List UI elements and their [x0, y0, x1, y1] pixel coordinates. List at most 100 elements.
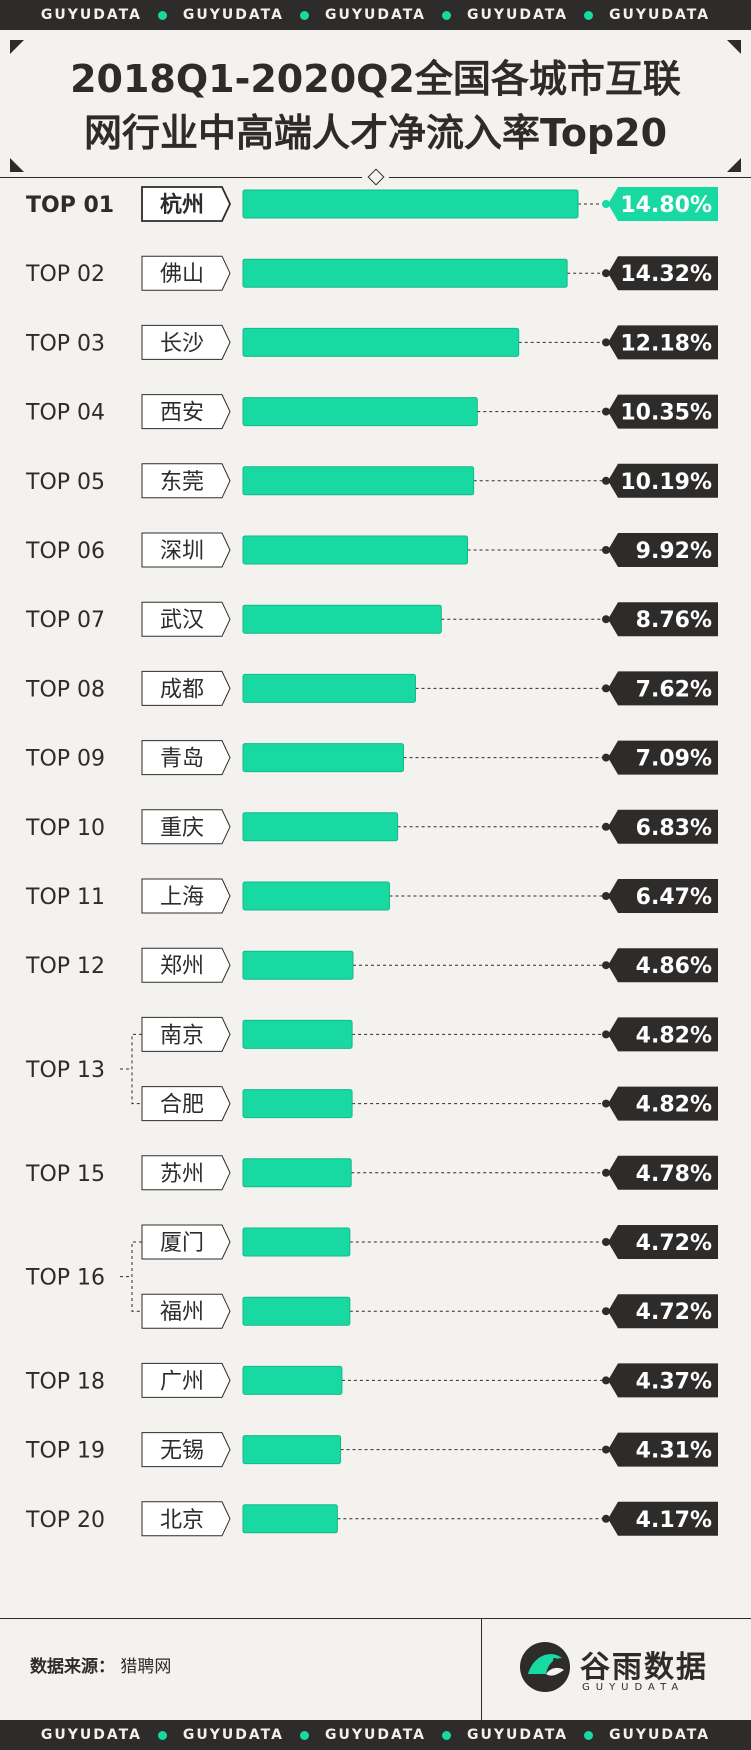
footer-vertical-divider — [481, 1618, 482, 1720]
rank-label: TOP 03 — [25, 331, 105, 356]
city-tag — [141, 186, 231, 222]
value-tag — [608, 809, 718, 844]
ticker-item: GUYUDATA — [40, 1727, 142, 1743]
bar — [242, 604, 442, 634]
city-tag — [141, 1432, 231, 1468]
city-tag — [141, 809, 231, 845]
city-tag — [141, 878, 231, 914]
rank-label: TOP 15 — [25, 1162, 105, 1187]
city-label: 东莞 — [160, 470, 204, 495]
bar — [242, 397, 478, 427]
logo-text: 谷雨数据 — [580, 1650, 708, 1685]
data-source: 数据来源： 猎聘网 — [30, 1652, 171, 1677]
connector-dot — [602, 407, 610, 416]
logo-subtext: GUYUDATA — [582, 1682, 685, 1693]
bottom-ticker: GUYUDATA GUYUDATA GUYUDATA GUYUDATA GUYU… — [0, 1720, 751, 1750]
value-label: 9.92% — [636, 539, 712, 564]
value-tag — [608, 533, 718, 567]
value-tag — [608, 187, 718, 221]
bar — [242, 1504, 338, 1534]
bar — [242, 1089, 353, 1119]
city-tag — [141, 1155, 231, 1191]
value-tag — [608, 325, 718, 360]
bar — [242, 1158, 352, 1188]
value-tag — [608, 256, 718, 291]
bar — [242, 327, 520, 357]
rank-label: TOP 18 — [25, 1369, 105, 1394]
source-value: 猎聘网 — [120, 1657, 172, 1677]
connector-dot — [602, 1307, 610, 1316]
title-divider-left — [0, 177, 362, 178]
ticker-dot — [584, 10, 594, 20]
city-label: 郑州 — [160, 954, 204, 979]
chart-title: 2018Q1-2020Q2全国各城市互联 网行业中高端人才净流入率Top20 — [0, 52, 751, 160]
city-label: 厦门 — [160, 1231, 204, 1256]
connector-dot — [602, 1238, 610, 1246]
corner-mark — [10, 158, 24, 172]
ticker-item: GUYUDATA — [182, 1727, 284, 1743]
brand-logo: 谷雨数据 GUYUDATA — [518, 1640, 728, 1700]
rank-label: TOP 04 — [25, 401, 105, 426]
value-tag — [608, 671, 718, 706]
bar — [242, 258, 568, 288]
rank-label: TOP 08 — [25, 677, 105, 702]
bar — [242, 743, 404, 773]
connector-dot — [602, 1030, 610, 1039]
ticker-item: GUYUDATA — [324, 7, 427, 23]
rank-label: TOP 01 — [26, 193, 114, 218]
city-tag — [141, 324, 231, 360]
value-tag — [608, 1501, 718, 1536]
rank-label: TOP 11 — [25, 885, 105, 910]
bar — [242, 1435, 342, 1465]
value-label: 4.72% — [636, 1300, 712, 1325]
tie-bracket — [120, 1241, 142, 1312]
city-tag — [141, 1016, 231, 1052]
city-tag — [141, 740, 231, 776]
title-divider-right — [389, 177, 751, 178]
city-tag — [141, 947, 231, 983]
city-label: 西安 — [160, 401, 204, 426]
value-label: 6.83% — [636, 816, 712, 841]
ticker-dot — [299, 10, 309, 20]
title-line-2: 网行业中高端人才净流入率Top20 — [83, 111, 668, 155]
value-tag — [608, 1363, 718, 1398]
connector-dot — [602, 269, 610, 278]
city-label: 深圳 — [160, 539, 204, 564]
top-ticker: GUYUDATA GUYUDATA GUYUDATA GUYUDATA GUYU… — [0, 0, 751, 30]
city-label: 上海 — [160, 885, 204, 910]
connector-dot — [602, 684, 610, 693]
value-label: 7.62% — [636, 677, 712, 702]
corner-mark — [10, 40, 24, 54]
bar — [242, 466, 475, 496]
rank-label: TOP 13 — [25, 1058, 105, 1083]
source-label: 数据来源： — [30, 1657, 115, 1677]
bar — [242, 189, 579, 219]
value-tag — [608, 740, 718, 775]
city-tag — [141, 255, 231, 291]
city-tag — [141, 394, 231, 430]
city-tag — [141, 670, 231, 706]
value-label: 4.72% — [636, 1231, 712, 1256]
city-label: 南京 — [160, 1023, 204, 1048]
ticker-item: GUYUDATA — [609, 1727, 711, 1743]
connector-dot — [602, 1099, 610, 1108]
ticker-dot — [157, 1730, 167, 1740]
value-tag — [608, 948, 718, 983]
rank-label: TOP 02 — [25, 262, 105, 287]
rank-label: TOP 09 — [25, 747, 105, 772]
rank-label: TOP 20 — [25, 1508, 105, 1533]
ticker-dot — [442, 10, 452, 20]
city-label: 无锡 — [160, 1439, 204, 1464]
city-label: 长沙 — [160, 331, 204, 356]
value-label: 6.47% — [636, 885, 712, 910]
bar-chart: 杭州 14.80% 佛山 14.32% 长沙 12.18% 西安 10.35% 东莞 10.19%… — [25, 186, 718, 1537]
connector-dot — [602, 822, 610, 831]
ticker-dot — [584, 1730, 594, 1740]
value-tag — [608, 1086, 718, 1121]
city-label: 苏州 — [160, 1162, 204, 1187]
city-label: 武汉 — [160, 608, 204, 633]
ticker-item: GUYUDATA — [609, 7, 711, 23]
value-label: 4.82% — [636, 1093, 712, 1118]
value-label: 4.37% — [636, 1369, 712, 1394]
value-label: 7.09% — [636, 747, 712, 772]
